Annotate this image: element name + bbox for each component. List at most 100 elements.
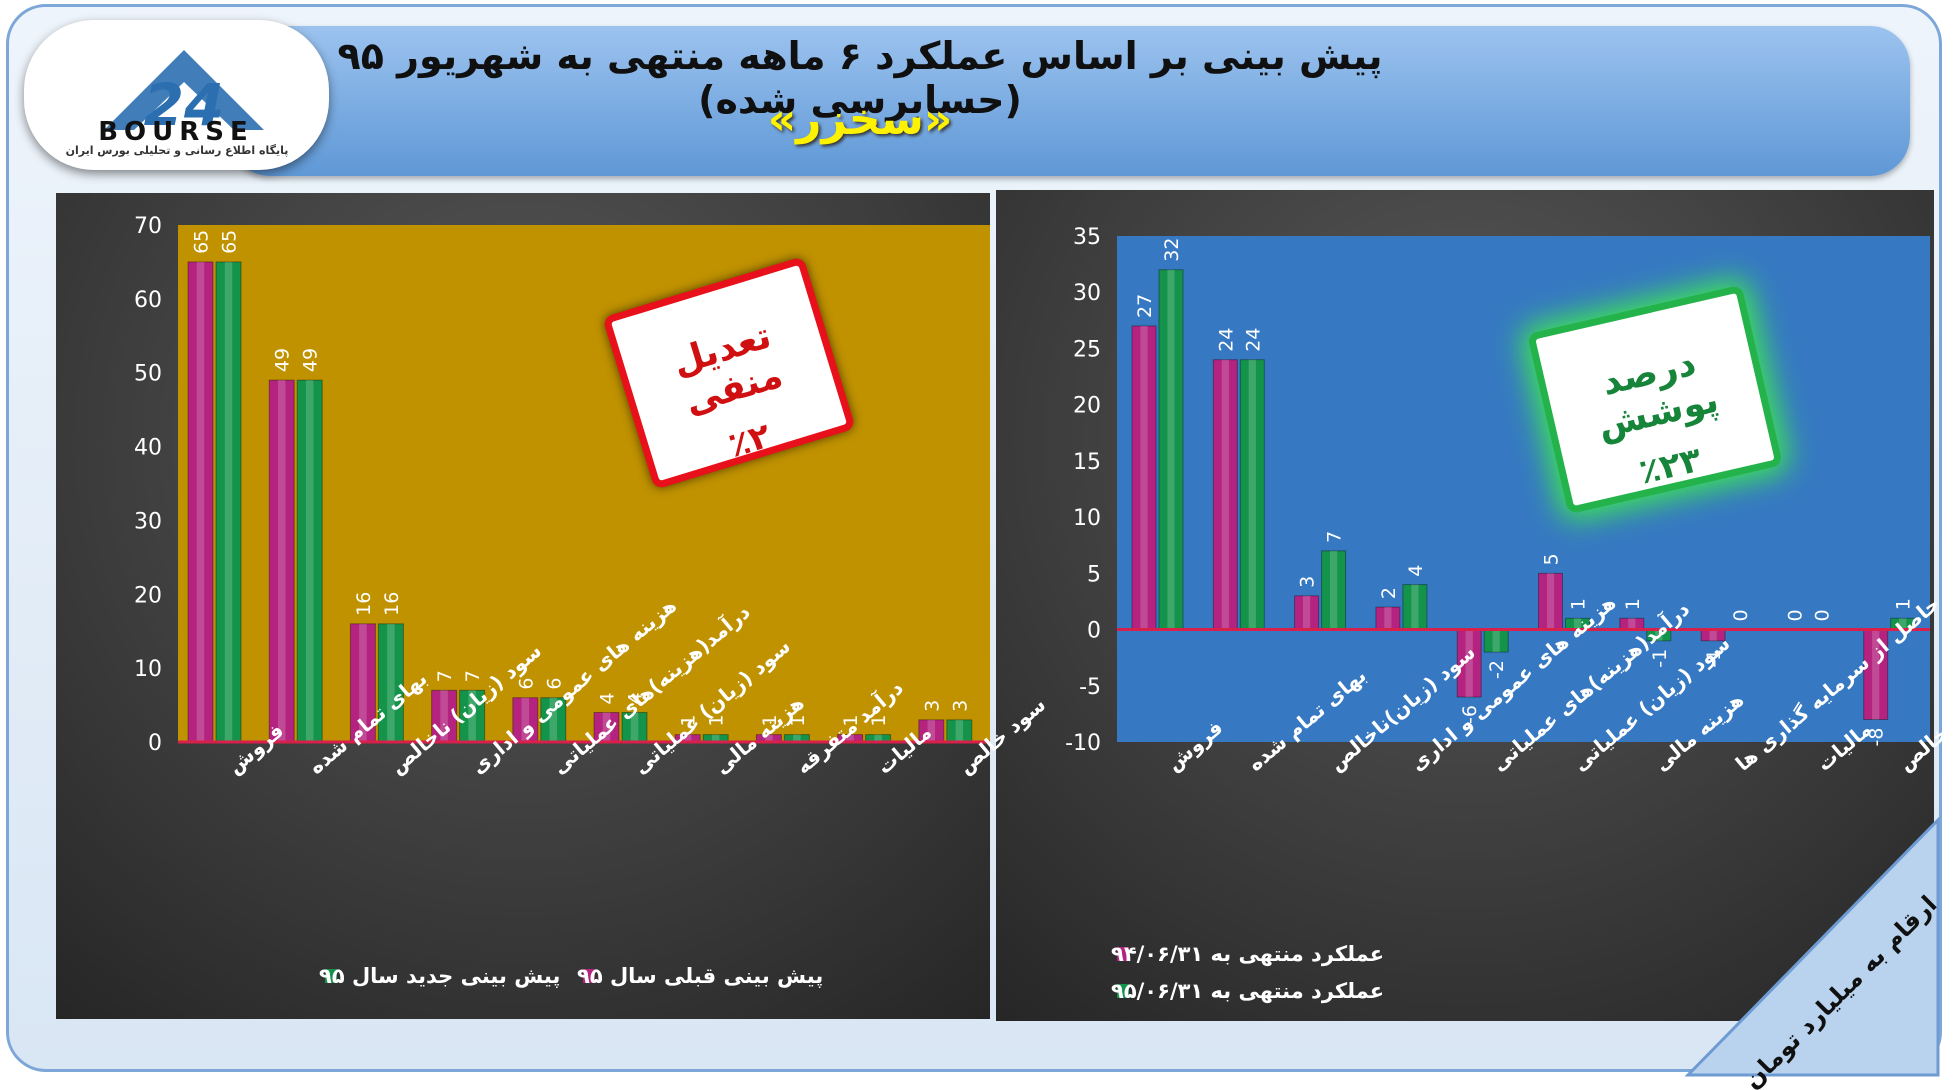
- data-label: 1: [1622, 598, 1644, 610]
- bar-highlight: [440, 690, 448, 742]
- bar-highlight: [955, 719, 964, 742]
- data-label: -6: [1459, 705, 1481, 724]
- data-label: 0: [1811, 609, 1833, 621]
- legend-entry: عملکرد منتهی به ۹۵/۰۶/۳۱: [1111, 979, 1384, 1003]
- y-tick-label: 50: [134, 362, 162, 387]
- bar-highlight: [765, 734, 773, 742]
- y-tick-label: 60: [134, 288, 162, 313]
- legend-swatch: [325, 969, 337, 983]
- bar-highlight: [1573, 618, 1582, 630]
- data-label: -1: [1649, 649, 1671, 668]
- bar: [349, 623, 376, 743]
- bar: [1863, 629, 1889, 721]
- data-label: 3: [921, 700, 943, 712]
- data-label: 4: [597, 692, 619, 704]
- y-tick-label: 30: [1073, 281, 1101, 306]
- data-label: 3: [1297, 576, 1319, 588]
- bar-highlight: [602, 712, 611, 742]
- bar-highlight: [1872, 629, 1880, 720]
- y-tick-label: 0: [148, 731, 162, 756]
- data-label: 4: [625, 692, 647, 704]
- data-label: 1: [787, 715, 809, 727]
- y-tick-label: -5: [1079, 675, 1101, 700]
- bar: [215, 261, 242, 743]
- company-name: «سخزر»: [767, 94, 953, 145]
- legend-swatch: [583, 969, 595, 983]
- data-label: 7: [1324, 531, 1346, 543]
- unit-note-ribbon: ارقام به میلیارد تومان: [1684, 816, 1942, 1090]
- data-label: 7: [434, 670, 456, 682]
- legend-entry: عملکرد منتهی به ۹۴/۰۶/۳۱: [1111, 942, 1384, 966]
- data-label: 2: [1378, 587, 1400, 599]
- bar-highlight: [1465, 629, 1473, 698]
- data-label: 0: [1730, 609, 1752, 621]
- bar: [1402, 584, 1428, 631]
- bar-highlight: [1628, 618, 1636, 630]
- bar-highlight: [1330, 550, 1338, 630]
- bar-highlight: [305, 380, 314, 742]
- y-tick-label: 30: [134, 509, 162, 534]
- data-label: 65: [219, 230, 241, 254]
- y-tick-label: 10: [134, 657, 162, 682]
- bar: [1456, 629, 1482, 698]
- bar: [1538, 572, 1563, 631]
- data-label: 1: [840, 715, 862, 727]
- y-tick-label: -10: [1065, 731, 1101, 756]
- bar-highlight: [1546, 573, 1555, 630]
- bar-highlight: [711, 734, 720, 742]
- bar-highlight: [683, 734, 692, 742]
- bar: [1212, 359, 1238, 631]
- bar: [377, 623, 404, 743]
- bar: [1158, 269, 1184, 631]
- bar-highlight: [630, 712, 639, 742]
- bar-highlight: [1221, 359, 1229, 630]
- data-label: 1: [706, 715, 728, 727]
- data-label: 16: [353, 592, 375, 616]
- y-tick-label: 70: [134, 214, 162, 239]
- legend-swatch: [1117, 947, 1129, 961]
- bar-highlight: [1140, 325, 1148, 630]
- legend-entry: پیش بینی جدید سال ۹۵: [319, 964, 560, 988]
- y-tick-label: 10: [1073, 506, 1101, 531]
- y-tick-label: 40: [134, 436, 162, 461]
- bar: [540, 697, 567, 743]
- data-label: -2: [1486, 660, 1508, 679]
- bar-highlight: [927, 719, 936, 742]
- data-label: 1: [759, 715, 781, 727]
- bar-highlight: [468, 690, 476, 742]
- y-tick-label: 20: [1073, 394, 1101, 419]
- bar-highlight: [1655, 629, 1663, 641]
- data-label: 32: [1161, 238, 1183, 262]
- data-label: 49: [272, 348, 294, 372]
- bar: [593, 711, 620, 743]
- bar-highlight: [874, 734, 882, 742]
- y-tick-label: 25: [1073, 337, 1101, 362]
- y-tick-label: 5: [1087, 562, 1101, 587]
- data-label: 1: [868, 715, 890, 727]
- data-label: 65: [191, 230, 213, 254]
- data-label: -1: [1703, 649, 1725, 668]
- data-label: 24: [1242, 328, 1264, 352]
- y-tick-label: 20: [134, 583, 162, 608]
- bar: [268, 379, 295, 743]
- bar-highlight: [224, 261, 233, 742]
- data-label: 1: [1568, 598, 1590, 610]
- data-label: 1: [678, 715, 700, 727]
- logo: 24 BOURSE پایگاه اطلاع رسانی و تحلیلی بو…: [24, 20, 329, 170]
- logo-brand: BOURSE: [98, 117, 254, 147]
- bar-highlight: [387, 623, 395, 742]
- bar-highlight: [277, 380, 286, 742]
- data-label: 24: [1215, 328, 1237, 352]
- bar-highlight: [1709, 629, 1717, 641]
- data-label: 5: [1541, 553, 1563, 565]
- page-title: پیش بینی بر اساس عملکرد ۶ ماهه منتهی به …: [337, 34, 1383, 122]
- bar: [431, 689, 458, 743]
- bar-highlight: [1492, 629, 1500, 653]
- bar: [459, 689, 486, 743]
- data-label: 6: [543, 678, 565, 690]
- bar-highlight: [1411, 584, 1419, 630]
- header-banner: [230, 26, 1910, 176]
- data-label: 6: [515, 678, 537, 690]
